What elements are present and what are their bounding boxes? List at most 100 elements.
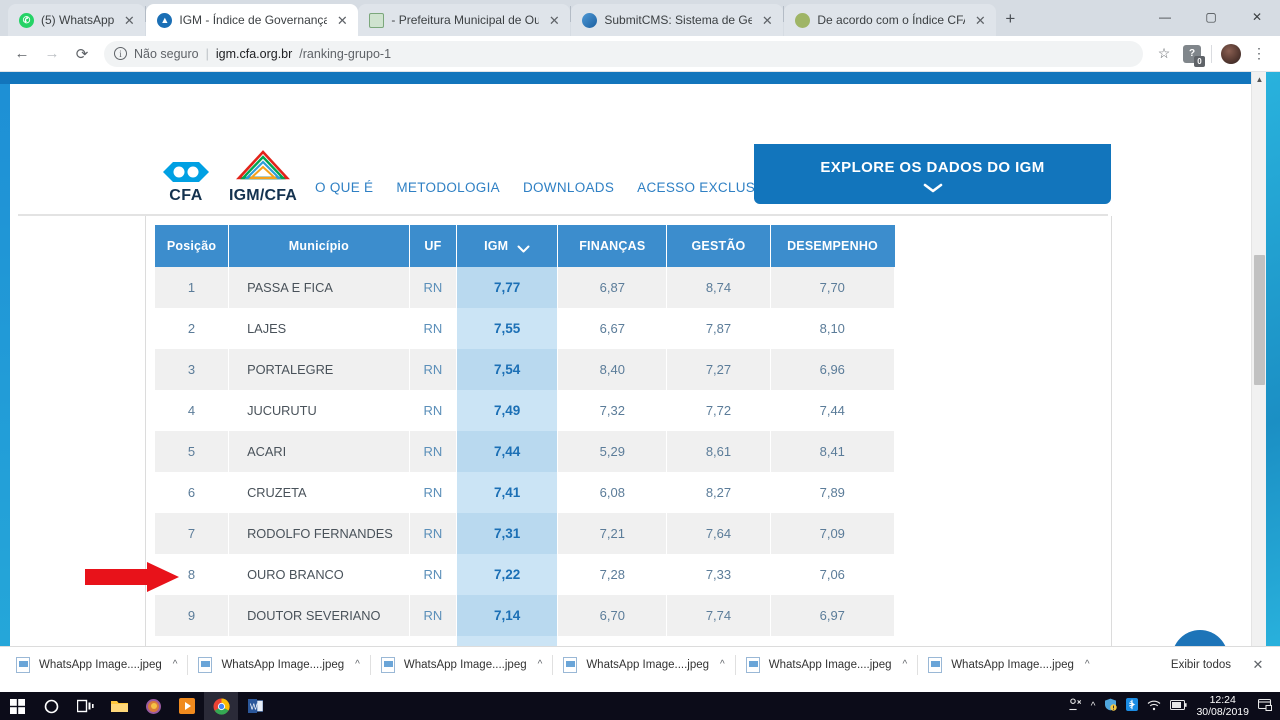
start-button[interactable] (0, 692, 34, 720)
close-icon[interactable]: ✕ (123, 12, 135, 28)
battery-icon[interactable] (1170, 699, 1188, 713)
download-item[interactable]: WhatsApp Image....jpeg ^ (188, 651, 369, 679)
column-header-financas[interactable]: FINANÇAS (557, 225, 668, 267)
info-icon[interactable]: i (114, 47, 127, 60)
column-header-municipio[interactable]: Município (228, 225, 410, 267)
chevron-up-icon[interactable]: ^ (1084, 659, 1090, 670)
download-item[interactable]: WhatsApp Image....jpeg ^ (371, 651, 552, 679)
new-tab-button[interactable]: + (1005, 9, 1016, 28)
address-bar[interactable]: i Não seguro | igm.cfa.org.br/ranking-gr… (104, 40, 1143, 67)
table-row[interactable]: 9 DOUTOR SEVERIANO RN 7,14 6,70 7,74 6,9… (155, 595, 896, 636)
word-button[interactable]: W (238, 692, 272, 720)
download-item[interactable]: WhatsApp Image....jpeg ^ (553, 651, 734, 679)
close-icon[interactable]: ✕ (336, 12, 348, 28)
download-item-label: WhatsApp Image....jpeg (768, 658, 892, 671)
cell-posicao: 5 (155, 431, 230, 472)
red-arrow-icon (85, 561, 180, 593)
page-scrollbar[interactable]: ▲ ▼ (1251, 72, 1266, 656)
bluetooth-icon[interactable] (1126, 698, 1139, 714)
table-row[interactable]: 3 PORTALEGRE RN 7,54 8,40 7,27 6,96 (155, 349, 896, 390)
table-row[interactable]: 2 LAJES RN 7,55 6,67 7,87 8,10 (155, 308, 896, 349)
table-row[interactable]: 6 CRUZETA RN 7,41 6,08 8,27 7,89 (155, 472, 896, 513)
close-icon[interactable]: ✕ (761, 12, 773, 28)
file-explorer-button[interactable] (102, 692, 136, 720)
chrome-menu-icon[interactable]: ⋮ (1252, 45, 1266, 61)
reload-icon[interactable]: ⟳ (75, 45, 89, 63)
table-row[interactable]: 5 ACARI RN 7,44 5,29 8,61 8,41 (155, 431, 896, 472)
people-icon[interactable] (1068, 698, 1082, 714)
nav-item-o-que-e[interactable]: O QUE É (315, 180, 374, 195)
scrollbar-up-arrow[interactable]: ▲ (1255, 75, 1264, 84)
browser-tab-igm[interactable]: ▲ IGM - Índice de Governança Mun ✕ (146, 4, 359, 36)
wifi-icon[interactable] (1147, 699, 1161, 714)
column-header-uf[interactable]: UF (409, 225, 458, 267)
close-shelf-icon[interactable]: ✕ (1252, 656, 1264, 672)
minimize-button[interactable]: — (1159, 10, 1171, 24)
explore-dados-button[interactable]: EXPLORE OS DADOS DO IGM (754, 144, 1111, 204)
ranking-table: Posição Município UF IGM FINANÇAS GESTÃO (155, 225, 896, 656)
cell-posicao: 9 (155, 595, 230, 636)
browser-tab-whatsapp[interactable]: ✆ (5) WhatsApp ✕ (8, 4, 146, 36)
browser-tab-prefeitura[interactable]: - Prefeitura Municipal de Ouro B ✕ (358, 4, 571, 36)
url-path: /ranking-grupo-1 (299, 46, 392, 61)
forward-arrow-icon[interactable]: → (44, 45, 60, 62)
whatsapp-icon: ✆ (19, 12, 34, 28)
cell-igm: 7,54 (456, 349, 559, 390)
igm-logo[interactable]: IGM/CFA (229, 150, 297, 205)
cell-igm: 7,55 (456, 308, 559, 349)
cell-municipio: PORTALEGRE (228, 349, 410, 390)
site-logos[interactable]: CFA IGM/CFA (155, 150, 297, 205)
chevron-up-icon[interactable]: ^ (355, 659, 360, 670)
site-header (10, 84, 1262, 154)
table-row[interactable]: 7 RODOLFO FERNANDES RN 7,31 7,21 7,64 7,… (155, 513, 896, 554)
page-left-edge-stripe (0, 72, 10, 656)
notifications-icon[interactable] (1257, 698, 1272, 714)
cell-desempenho: 8,10 (770, 308, 896, 349)
shield-icon[interactable] (1104, 698, 1118, 714)
taskbar-clock[interactable]: 12:24 30/08/2019 (1196, 694, 1249, 718)
show-all-downloads-button[interactable]: Exibir todos (1170, 658, 1231, 671)
maximize-button[interactable]: ▢ (1205, 10, 1217, 24)
chevron-up-icon[interactable]: ^ (902, 659, 908, 670)
chevron-up-icon[interactable]: ^ (720, 659, 725, 670)
table-row[interactable]: 1 PASSA E FICA RN 7,77 6,87 8,74 7,70 (155, 267, 896, 308)
chevron-up-icon[interactable]: ^ (537, 659, 543, 670)
chevron-up-icon[interactable]: ^ (172, 659, 178, 670)
scrollbar-thumb[interactable] (1254, 255, 1265, 385)
help-extension-icon[interactable]: ? 0 (1179, 41, 1205, 67)
browser-tab-submitcms[interactable]: SubmitCMS: Sistema de Gerenci ✕ (571, 4, 784, 36)
table-row[interactable]: 4 JUCURUTU RN 7,49 7,32 7,72 7,44 (155, 390, 896, 431)
cell-posicao: 1 (155, 267, 230, 308)
media-player-button[interactable] (170, 692, 204, 720)
cortana-button[interactable] (34, 692, 68, 720)
tab-title: (5) WhatsApp (41, 13, 115, 27)
browser-tab-documento[interactable]: De acordo com o Índice CFA de ✕ (784, 4, 997, 36)
download-item[interactable]: WhatsApp Image....jpeg ^ (6, 651, 187, 679)
back-arrow-icon[interactable]: ← (14, 45, 30, 62)
tray-chevron-up-icon[interactable]: ^ (1090, 700, 1096, 712)
star-icon[interactable]: ☆ (1157, 45, 1171, 61)
cell-financas: 5,29 (557, 431, 668, 472)
task-view-button[interactable] (68, 692, 102, 720)
firefox-button[interactable] (136, 692, 170, 720)
nav-item-acesso-exclusivo[interactable]: ACESSO EXCLUSIVO (637, 180, 780, 195)
column-header-gestao[interactable]: GESTÃO (666, 225, 771, 267)
cell-igm: 7,77 (456, 267, 559, 308)
download-item[interactable]: WhatsApp Image....jpeg ^ (736, 651, 917, 679)
download-item[interactable]: WhatsApp Image....jpeg ^ (918, 651, 1099, 679)
chrome-button[interactable] (204, 692, 238, 720)
cell-gestao: 8,61 (666, 431, 771, 472)
close-icon[interactable]: ✕ (548, 12, 560, 28)
cell-financas: 6,67 (557, 308, 668, 349)
close-icon[interactable]: ✕ (974, 12, 986, 28)
nav-item-downloads[interactable]: DOWNLOADS (522, 180, 615, 195)
column-header-igm[interactable]: IGM (456, 225, 559, 267)
column-header-posicao[interactable]: Posição (155, 225, 230, 267)
help-badge-count: 0 (1194, 55, 1205, 67)
close-window-button[interactable]: ✕ (1251, 10, 1263, 24)
table-row-ouro-branco[interactable]: 8 OURO BRANCO RN 7,22 7,28 7,33 7,06 (155, 554, 896, 595)
avatar[interactable] (1218, 41, 1244, 67)
column-header-desempenho[interactable]: DESEMPENHO (770, 225, 895, 267)
nav-item-metodologia[interactable]: METODOLOGIA (396, 180, 500, 195)
cfa-logo[interactable]: CFA (155, 159, 217, 205)
